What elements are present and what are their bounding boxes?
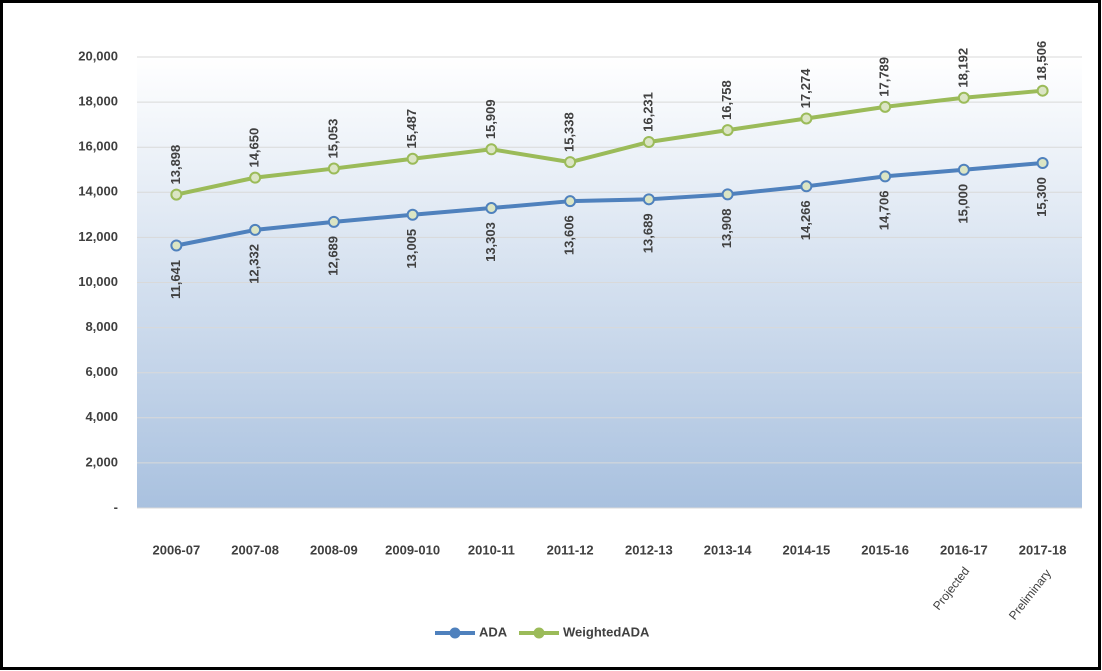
data-point [957,163,970,176]
series-line [175,160,1043,248]
data-point [327,162,340,175]
data-label: 14,706 [877,190,892,230]
data-point [170,239,183,252]
data-label: 13,908 [719,208,734,248]
data-label: 16,758 [719,80,734,120]
data-point [1036,84,1049,97]
data-point [800,112,813,125]
data-label: 14,266 [798,200,813,240]
x-tick-label: 2015-16 [861,542,909,557]
legend-label: WeightedADA [563,624,650,639]
data-label: 13,898 [168,145,183,185]
y-tick-label: 8,000 [85,319,118,334]
x-tick-label: 2009-010 [385,542,440,557]
data-point [485,143,498,156]
legend-label: ADA [479,624,508,639]
x-tick-label: 2012-13 [625,542,673,557]
x-tick-label: 2007-08 [231,542,279,557]
data-label: 12,689 [325,236,340,276]
data-point [170,188,183,201]
data-label: 14,650 [247,128,262,168]
data-point [327,215,340,228]
y-tick-label: 18,000 [78,94,118,109]
data-label: 15,000 [955,184,970,224]
data-point [1036,156,1049,169]
data-point [564,156,577,169]
data-point [642,135,655,148]
y-tick-label: - [114,499,118,514]
x-tick-label: 2016-17 [940,542,988,557]
y-tick-label: 20,000 [78,48,118,63]
data-point [957,91,970,104]
data-label: 13,303 [483,222,498,262]
data-label: 13,689 [640,213,655,253]
data-label: 13,005 [404,229,419,269]
data-point [800,180,813,193]
data-label: 18,192 [955,48,970,88]
data-label: 18,506 [1034,41,1049,81]
legend-marker [449,627,461,639]
y-tick-label: 14,000 [78,184,118,199]
data-label: 11,641 [168,260,183,299]
y-tick-label: 12,000 [78,229,118,244]
data-label: 15,053 [325,119,340,159]
series-line [175,88,1043,197]
data-point [406,208,419,221]
x-tick-label: 2011-12 [547,542,594,557]
data-point [721,124,734,137]
data-point [879,100,892,113]
x-tick-label: 2010-11 [468,542,515,557]
data-point [879,170,892,183]
x-tick-label: 2006-07 [153,542,201,557]
data-label: 15,909 [483,99,498,139]
data-point [564,195,577,208]
data-point [406,152,419,165]
data-label: 12,332 [247,244,262,284]
data-point [485,202,498,215]
data-label: 13,606 [562,215,577,255]
y-tick-label: 10,000 [78,274,118,289]
y-tick-label: 2,000 [85,454,118,469]
y-tick-label: 6,000 [85,364,118,379]
y-tick-label: 4,000 [85,409,118,424]
data-label: 17,789 [877,57,892,97]
data-label: 16,231 [640,92,655,132]
data-label: 15,487 [404,109,419,149]
y-tick-label: 16,000 [78,139,118,154]
x-tick-label: 2008-09 [310,542,358,557]
data-label: 15,300 [1034,177,1049,217]
x-tick-label: 2013-14 [704,542,752,557]
data-label: 15,338 [562,112,577,152]
data-point [249,223,262,236]
x-tick-label: 2017-18 [1019,542,1067,557]
legend-marker [533,627,545,639]
x-tick-label: 2014-15 [783,542,831,557]
data-label: 17,274 [798,68,813,109]
data-point [642,193,655,206]
data-point [249,171,262,184]
data-point [721,188,734,201]
